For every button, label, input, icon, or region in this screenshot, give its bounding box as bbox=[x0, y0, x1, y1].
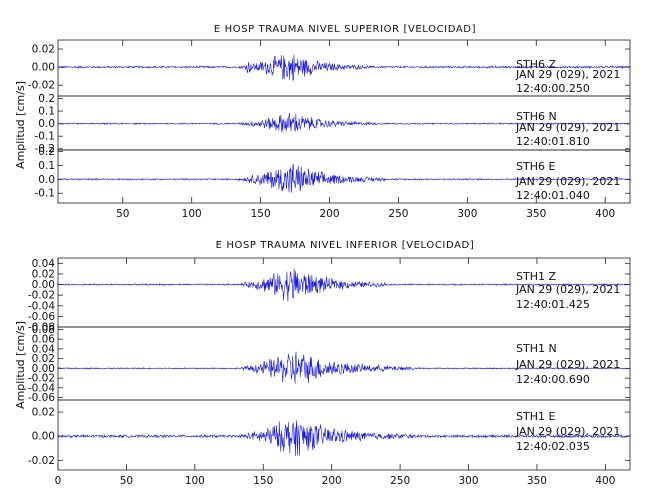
y-tick-label: 0.04 bbox=[32, 343, 56, 355]
y-tick-label: -0.1 bbox=[35, 188, 56, 200]
y-tick-label: -0.02 bbox=[28, 290, 55, 302]
x-tick-label: 350 bbox=[527, 475, 547, 487]
y-tick-label: -0.02 bbox=[28, 373, 55, 385]
y-tick-label: 0.1 bbox=[38, 160, 55, 172]
y-axis-label-inferior: Amplitud [cm/s] bbox=[14, 321, 27, 409]
x-tick-label: 400 bbox=[595, 208, 615, 220]
y-tick-label: -0.08 bbox=[28, 322, 55, 334]
y-axis-label-superior: Amplitud [cm/s] bbox=[14, 81, 27, 169]
date-label: JAN 29 (029), 2021 bbox=[515, 68, 620, 81]
y-tick-label: 0.04 bbox=[32, 258, 56, 270]
time-label: 12:40:01.040 bbox=[516, 189, 590, 202]
x-tick-label: 300 bbox=[459, 475, 479, 487]
y-tick-label: 0.2 bbox=[38, 146, 55, 158]
time-label: 12:40:00.250 bbox=[516, 82, 590, 95]
station-label: STH1 N bbox=[516, 342, 557, 355]
waveform-trace bbox=[57, 113, 630, 133]
x-tick-label: 350 bbox=[526, 208, 546, 220]
y-tick-label: 0.2 bbox=[38, 93, 55, 105]
date-label: JAN 29 (029), 2021 bbox=[515, 121, 620, 134]
waveform-trace bbox=[57, 54, 630, 81]
x-tick-label: 200 bbox=[320, 208, 340, 220]
x-tick-label: 200 bbox=[322, 475, 342, 487]
date-label: JAN 29 (029), 2021 bbox=[515, 175, 620, 188]
x-tick-label: 50 bbox=[116, 208, 129, 220]
x-tick-label: 250 bbox=[390, 475, 410, 487]
x-tick-label: 0 bbox=[55, 475, 62, 487]
y-tick-label: -0.02 bbox=[28, 455, 55, 467]
y-tick-label: 0.02 bbox=[32, 44, 55, 56]
x-tick-label: 150 bbox=[251, 208, 271, 220]
y-tick-label: 0.02 bbox=[32, 268, 55, 280]
x-tick-label: 300 bbox=[457, 208, 477, 220]
y-tick-label: -0.06 bbox=[28, 311, 55, 323]
y-tick-label: 0.0 bbox=[38, 174, 55, 186]
panel-inferior: E HOSP TRAUMA NIVEL INFERIOR [VELOCIDAD]… bbox=[14, 240, 631, 487]
station-label: STH6 N bbox=[516, 110, 557, 123]
y-tick-label: 0.02 bbox=[32, 407, 55, 419]
station-label: STH6 E bbox=[516, 160, 555, 173]
waveform-trace bbox=[57, 164, 630, 193]
waveform-trace bbox=[57, 420, 631, 457]
y-tick-label: -0.2 bbox=[35, 143, 56, 155]
trace-frame bbox=[57, 149, 631, 204]
x-tick-label: 50 bbox=[120, 475, 133, 487]
date-label: JAN 29 (029), 2021 bbox=[515, 358, 620, 371]
waveform-trace bbox=[57, 351, 630, 384]
y-tick-label: -0.04 bbox=[28, 300, 55, 312]
y-tick-label: -0.02 bbox=[28, 80, 55, 92]
station-label: STH1 Z bbox=[516, 270, 556, 283]
y-tick-label: 0.06 bbox=[32, 334, 56, 346]
x-tick-label: 400 bbox=[595, 475, 615, 487]
trace-frame bbox=[57, 399, 631, 471]
time-label: 12:40:02.035 bbox=[516, 440, 590, 453]
y-tick-label: 0.00 bbox=[32, 279, 55, 291]
panel-title-superior: E HOSP TRAUMA NIVEL SUPERIOR [VELOCIDAD] bbox=[214, 24, 476, 35]
x-tick-label: 100 bbox=[185, 475, 205, 487]
date-label: JAN 29 (029), 2021 bbox=[515, 425, 620, 438]
y-tick-label: -0.1 bbox=[35, 131, 56, 143]
waveform-trace bbox=[57, 268, 630, 302]
y-tick-label: -0.04 bbox=[28, 382, 55, 394]
time-label: 12:40:01.425 bbox=[516, 298, 590, 311]
time-label: 12:40:00.690 bbox=[516, 373, 590, 386]
panel-superior: E HOSP TRAUMA NIVEL SUPERIOR [VELOCIDAD]… bbox=[14, 24, 631, 220]
date-label: JAN 29 (029), 2021 bbox=[515, 283, 620, 296]
y-tick-label: -0.06 bbox=[28, 392, 55, 404]
y-tick-label: 0.00 bbox=[32, 363, 55, 375]
y-tick-label: 0.02 bbox=[32, 353, 55, 365]
station-label: STH6 Z bbox=[516, 58, 556, 71]
x-tick-label: 150 bbox=[253, 475, 273, 487]
x-tick-label: 250 bbox=[388, 208, 408, 220]
y-tick-label: 0.0 bbox=[38, 118, 55, 130]
time-label: 12:40:01.810 bbox=[516, 135, 590, 148]
y-tick-label: 0.00 bbox=[32, 62, 55, 74]
y-tick-label: 0.00 bbox=[32, 431, 55, 443]
station-label: STH1 E bbox=[516, 410, 555, 423]
x-tick-label: 100 bbox=[182, 208, 202, 220]
y-tick-label: 0.08 bbox=[32, 324, 55, 336]
y-tick-label: 0.1 bbox=[38, 106, 55, 118]
panel-title-inferior: E HOSP TRAUMA NIVEL INFERIOR [VELOCIDAD] bbox=[216, 240, 475, 251]
